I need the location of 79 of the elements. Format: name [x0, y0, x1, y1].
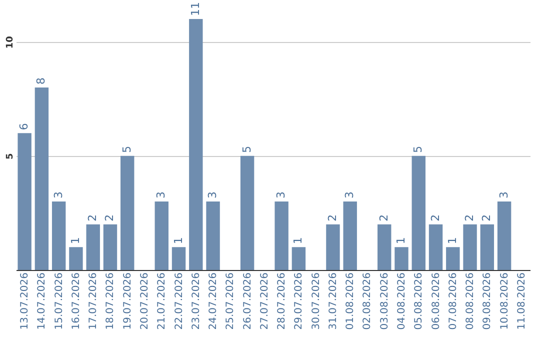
x-tick-label: 20.07.2026: [140, 272, 150, 330]
data-label: 1: [394, 237, 408, 244]
data-label: 5: [412, 146, 425, 153]
x-tick-label: 17.07.2026: [88, 272, 100, 330]
bar: [240, 156, 254, 270]
x-tick-label: 07.08.2026: [448, 272, 459, 330]
x-tick-label: 28.07.2026: [276, 272, 288, 330]
data-label: 2: [480, 214, 494, 222]
bar: [172, 247, 186, 270]
bar: [154, 202, 168, 270]
data-label: 2: [377, 214, 390, 222]
x-tick-label: 15.07.2026: [54, 272, 65, 330]
data-label: 1: [68, 237, 82, 244]
x-tick-label: 24.07.2026: [208, 272, 220, 330]
x-tick-label: 25.07.2026: [225, 272, 236, 330]
x-tick-label: 29.07.2026: [294, 272, 305, 330]
x-tick-label: 11.08.2026: [516, 272, 528, 330]
x-tick-label: 16.07.2026: [70, 272, 82, 330]
x-tick-label: 22.07.2026: [174, 272, 185, 330]
bar: [394, 247, 408, 270]
bar: [412, 156, 426, 270]
bar: [189, 19, 203, 270]
data-label: 3: [497, 192, 510, 199]
data-label: 3: [274, 192, 288, 199]
bar: [463, 224, 477, 270]
bar: [69, 247, 83, 270]
x-tick-label: 26.07.2026: [242, 272, 254, 330]
data-label: 6: [18, 123, 31, 130]
data-label: 3: [343, 192, 356, 199]
data-label: 3: [154, 192, 168, 199]
data-label: 1: [292, 237, 305, 244]
x-tick-label: 08.08.2026: [465, 272, 476, 330]
x-tick-label: 01.08.2026: [345, 272, 356, 330]
bar: [120, 156, 134, 270]
data-label: 1: [172, 237, 185, 244]
bar: [343, 202, 357, 270]
x-tick-label: 31.07.2026: [328, 272, 339, 330]
bar: [34, 87, 49, 270]
x-tick-label: 30.07.2026: [310, 272, 322, 330]
x-tick-label: 23.07.2026: [190, 272, 202, 330]
data-label: 11: [188, 2, 202, 16]
bar: [480, 224, 494, 270]
x-tick-label: 14.07.2026: [36, 272, 48, 330]
x-tick-label: 06.08.2026: [430, 272, 442, 330]
x-tick-label: 04.08.2026: [396, 272, 408, 330]
data-label: 1: [446, 237, 459, 244]
x-tick-label: 27.07.2026: [259, 272, 270, 330]
x-tick-label: 10.08.2026: [499, 272, 510, 330]
bar: [274, 202, 288, 270]
bar: [52, 202, 66, 270]
bar: [378, 224, 392, 270]
x-tick-label: 03.08.2026: [379, 272, 390, 330]
y-tick-label: 10: [6, 36, 16, 49]
bar: [292, 247, 306, 270]
x-tick-label: 13.07.2026: [20, 272, 31, 330]
bar: [103, 224, 118, 270]
data-label: 2: [86, 214, 100, 222]
data-label: 2: [428, 214, 442, 222]
bar: [18, 133, 32, 270]
x-tick-label: 09.08.2026: [482, 272, 494, 330]
bar: [497, 202, 512, 270]
data-label: 5: [240, 146, 254, 153]
data-label: 2: [326, 214, 339, 222]
data-label: 2: [463, 214, 476, 222]
bar: [206, 202, 220, 270]
data-label: 3: [206, 192, 220, 199]
bar: [86, 224, 100, 270]
data-label: 2: [103, 214, 116, 222]
x-tick-label: 21.07.2026: [156, 272, 168, 330]
data-label: 5: [120, 146, 134, 153]
bar: [446, 247, 460, 270]
bar: [428, 224, 443, 270]
x-tick-label: 02.08.2026: [362, 272, 374, 330]
bar: [326, 224, 340, 270]
data-label: 8: [34, 77, 48, 84]
x-tick-label: 19.07.2026: [122, 272, 134, 330]
x-tick-label: 05.08.2026: [414, 272, 425, 330]
data-label: 3: [52, 192, 65, 199]
x-tick-label: 18.07.2026: [105, 272, 116, 330]
